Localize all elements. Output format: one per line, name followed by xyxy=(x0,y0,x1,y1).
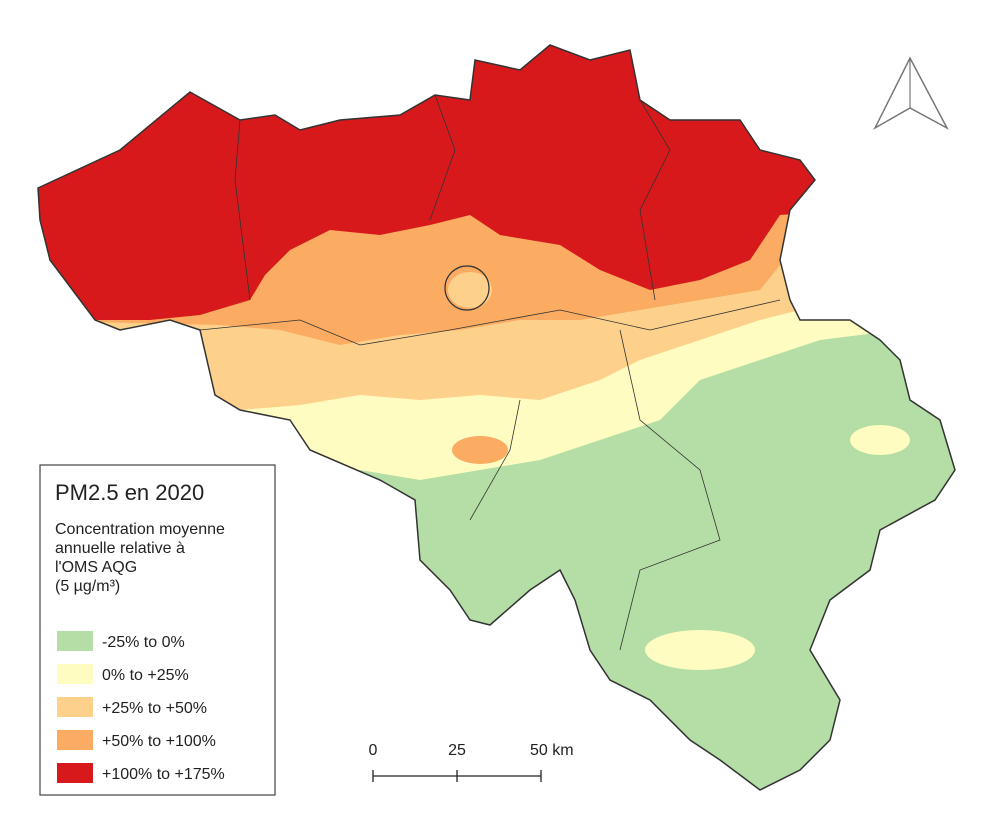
legend-swatch xyxy=(57,631,93,651)
zone-light-orange-patch xyxy=(448,272,492,308)
scale-label: 50 km xyxy=(530,742,574,759)
legend-swatch xyxy=(57,664,93,684)
north-arrow-shape xyxy=(873,56,949,130)
legend-swatch xyxy=(57,697,93,717)
legend-label: 0% to +25% xyxy=(102,667,189,684)
zone-orange-patch xyxy=(452,436,508,464)
scale-label: 0 xyxy=(369,742,378,759)
legend-subtitle-line: (5 µg/m³) xyxy=(55,578,120,595)
legend-label: +50% to +100% xyxy=(102,733,216,750)
brussels-border xyxy=(444,265,490,311)
scale-bar-line xyxy=(372,770,542,782)
zone-yellow-patch xyxy=(645,630,755,670)
legend-label: +100% to +175% xyxy=(102,766,225,783)
legend-subtitle-line: l'OMS AQG xyxy=(55,559,137,576)
province-borders xyxy=(199,94,781,651)
legend-subtitle-line: annuelle relative à xyxy=(55,540,185,557)
north-arrow xyxy=(873,56,949,130)
legend-swatch xyxy=(57,730,93,750)
legend-label: -25% to 0% xyxy=(102,634,185,651)
zone-yellow-patch xyxy=(850,425,910,455)
legend-swatch xyxy=(57,763,93,783)
legend-subtitle-line: Concentration moyenne xyxy=(55,521,225,538)
legend-label: +25% to +50% xyxy=(102,700,207,717)
legend-title: PM2.5 en 2020 xyxy=(55,480,204,505)
scale-bar: 0 25 50 km xyxy=(369,742,574,782)
country-border xyxy=(37,44,956,791)
scale-label: 25 xyxy=(448,742,466,759)
